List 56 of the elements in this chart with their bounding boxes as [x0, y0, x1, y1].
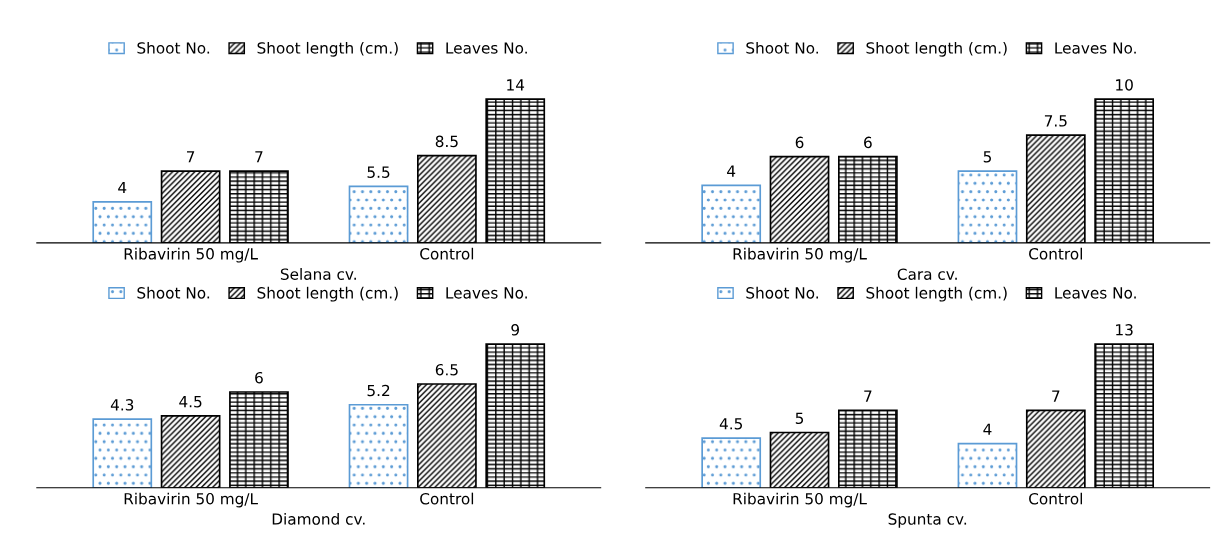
data-label: 13	[1116, 324, 1133, 336]
x-axis-title: Spunta cv.	[888, 513, 967, 528]
data-label: 14	[507, 79, 525, 91]
data-label: 6	[864, 136, 872, 149]
data-label: 8.5	[435, 135, 458, 148]
legend-label: Shoot length (cm.)	[866, 286, 1007, 302]
x-axis-title: Diamond cv.	[272, 513, 365, 525]
bar	[957, 170, 1018, 243]
x-tick-label: Ribavirin 50 mg/L	[124, 492, 258, 508]
legend-label: Shoot length (cm.)	[257, 41, 398, 57]
x-tick-label: Ribavirin 50 mg/L	[733, 247, 867, 263]
legend-label: Leaves No.	[1055, 287, 1136, 299]
data-label: 6.5	[435, 363, 458, 376]
data-label: 4.5	[719, 418, 742, 430]
data-label: 5	[795, 412, 804, 425]
data-label: 7	[187, 151, 195, 163]
x-tick-label: Ribavirin 50 mg/L	[124, 247, 258, 263]
data-label: 7.5	[1044, 115, 1067, 127]
data-label: 7	[864, 390, 872, 402]
bar	[348, 185, 409, 243]
data-label: 4	[727, 165, 736, 177]
data-label: 7	[255, 151, 263, 163]
data-label: 5.5	[367, 166, 390, 178]
x-tick-label: Control	[1029, 247, 1082, 260]
data-label: 4	[118, 181, 127, 194]
bar	[957, 442, 1018, 488]
data-label: 4.3	[110, 399, 134, 411]
legend-label: Shoot No.	[137, 286, 210, 299]
legend-label: Leaves No.	[446, 42, 527, 54]
bar	[92, 201, 153, 243]
data-label: 4.5	[179, 396, 202, 408]
bar	[348, 403, 409, 488]
x-tick-label: Control	[1029, 492, 1082, 505]
legend-label: Shoot No.	[746, 286, 818, 299]
bar	[92, 418, 153, 488]
legend-label: Shoot No.	[137, 41, 210, 54]
legend-label: Leaves No.	[446, 287, 527, 299]
legend-label: Shoot length (cm.)	[866, 41, 1007, 57]
x-axis-title: Cara cv.	[897, 268, 957, 280]
x-tick-label: Control	[420, 492, 474, 505]
data-label: 5.2	[367, 384, 390, 397]
data-label: 9	[511, 324, 520, 336]
bar	[701, 184, 762, 243]
x-axis-title: Selana cv.	[280, 268, 356, 280]
legend-label: Shoot No.	[746, 41, 818, 54]
data-label: 6	[795, 136, 804, 149]
legend-label: Leaves No.	[1055, 42, 1136, 54]
data-label: 7	[1052, 390, 1060, 402]
data-label: 4	[983, 423, 992, 435]
legend-label: Shoot length (cm.)	[257, 286, 398, 302]
data-label: 10	[1116, 79, 1133, 91]
data-label: 5	[983, 151, 991, 163]
data-label: 6	[255, 371, 263, 384]
x-tick-label: Control	[420, 247, 474, 260]
x-tick-label: Ribavirin 50 mg/L	[733, 492, 867, 508]
bar	[701, 437, 762, 488]
